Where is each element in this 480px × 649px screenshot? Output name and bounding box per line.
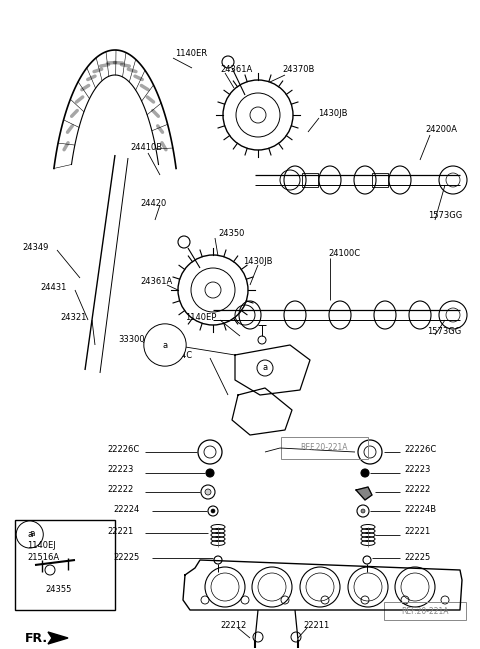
- Text: 1430JB: 1430JB: [318, 108, 348, 117]
- Text: 1573GG: 1573GG: [428, 212, 462, 221]
- Text: 1140EP: 1140EP: [185, 313, 216, 323]
- Text: 24349: 24349: [22, 243, 48, 252]
- Text: 22223: 22223: [404, 465, 431, 474]
- Text: 22222: 22222: [107, 485, 133, 495]
- Bar: [372, 173, 388, 187]
- Text: a: a: [29, 528, 35, 537]
- Text: 1430JB: 1430JB: [243, 256, 273, 265]
- Text: 22223: 22223: [107, 465, 133, 474]
- Text: 22226C: 22226C: [404, 445, 436, 454]
- Text: 24370B: 24370B: [282, 66, 314, 75]
- Text: 24200A: 24200A: [425, 125, 457, 134]
- Text: 33300: 33300: [118, 336, 144, 345]
- Bar: [302, 173, 318, 187]
- Text: 22224B: 22224B: [404, 504, 436, 513]
- Circle shape: [361, 469, 369, 477]
- Text: 24355: 24355: [45, 585, 72, 594]
- Text: 24431: 24431: [40, 284, 66, 293]
- Text: a: a: [162, 341, 168, 350]
- Text: a: a: [27, 530, 33, 539]
- Polygon shape: [356, 487, 372, 500]
- Text: 24350: 24350: [218, 230, 244, 238]
- Text: 24100C: 24100C: [328, 249, 360, 258]
- Text: 22124C: 22124C: [160, 350, 192, 360]
- Text: 22221: 22221: [404, 526, 430, 535]
- Text: 1573GG: 1573GG: [427, 328, 461, 336]
- Polygon shape: [48, 632, 68, 644]
- Circle shape: [211, 509, 215, 513]
- Text: 22225: 22225: [113, 552, 139, 561]
- Text: 21516A: 21516A: [27, 552, 59, 561]
- Text: 22222: 22222: [404, 485, 430, 495]
- Circle shape: [205, 489, 211, 495]
- Text: 24410B: 24410B: [130, 143, 162, 153]
- Text: 22224: 22224: [113, 504, 139, 513]
- Text: 24321: 24321: [60, 313, 86, 323]
- Text: REF.20-221A: REF.20-221A: [300, 443, 348, 452]
- Text: 22212: 22212: [220, 622, 246, 630]
- Text: 1140EJ: 1140EJ: [27, 541, 56, 550]
- Text: 24361A: 24361A: [220, 64, 252, 73]
- Text: 22225: 22225: [404, 552, 430, 561]
- Text: 24420: 24420: [140, 199, 166, 208]
- Text: a: a: [263, 363, 267, 373]
- Text: 22226C: 22226C: [107, 445, 139, 454]
- Text: 22221: 22221: [107, 526, 133, 535]
- Circle shape: [361, 509, 365, 513]
- Text: 1140ER: 1140ER: [175, 49, 207, 58]
- Bar: [15, 520, 115, 610]
- Circle shape: [206, 469, 214, 477]
- Text: 24361A: 24361A: [140, 278, 172, 286]
- Text: FR.: FR.: [25, 631, 48, 644]
- Text: REF.20-221A: REF.20-221A: [401, 607, 449, 615]
- Text: 22211: 22211: [303, 622, 329, 630]
